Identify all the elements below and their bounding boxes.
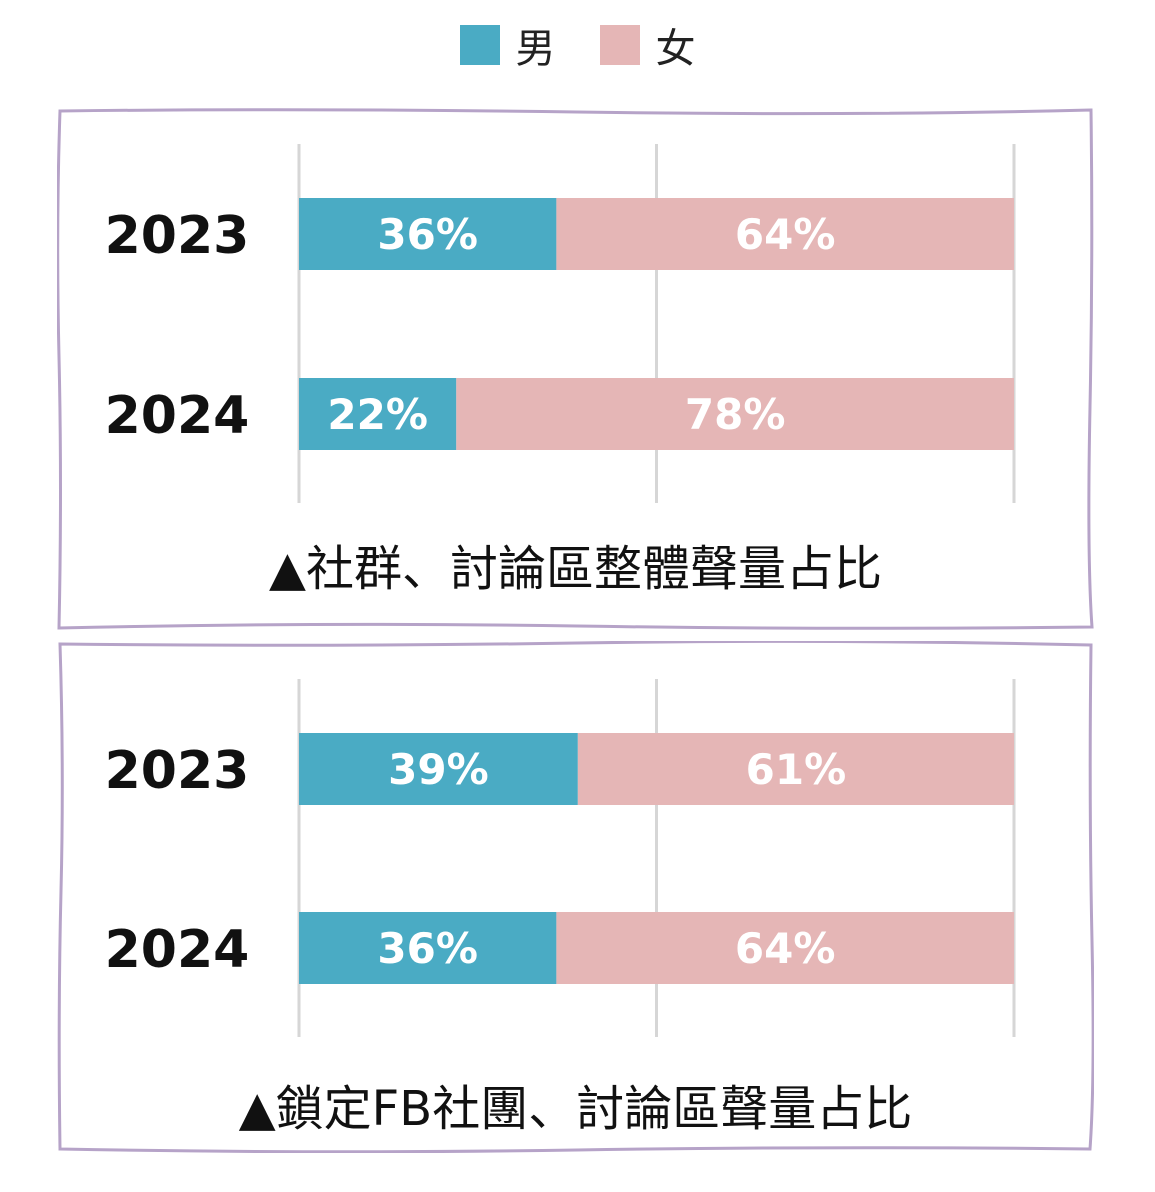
data-label: 78%	[685, 390, 786, 439]
legend-label-male: 男	[515, 26, 556, 72]
bar-chart-fb: 2023 39% 61% 2024 36% 64%	[105, 679, 1016, 1037]
data-label: 22%	[327, 390, 428, 439]
bar-segment-male	[299, 912, 557, 984]
legend-label-female: 女	[655, 26, 696, 72]
legend-item-male: 男	[459, 16, 556, 74]
bar-segment-female	[577, 733, 1014, 805]
panel-frame	[57, 108, 1094, 630]
data-label: 36%	[377, 210, 478, 259]
data-label: 64%	[735, 210, 836, 259]
bar-chart-overall: 2023 36% 64% 2024 22% 78%	[105, 144, 1016, 503]
bar-segment-female	[556, 912, 1014, 984]
bar-segment-male	[299, 733, 578, 805]
legend-item-female: 女	[599, 16, 696, 74]
legend-swatch-female	[599, 25, 640, 65]
data-label: 64%	[735, 924, 836, 973]
category-label: 2023	[105, 206, 250, 266]
chart-panel-overall: 2023 36% 64% 2024 22% 78% ▲社群、討論區整體聲量占比	[57, 107, 1094, 632]
legend: 男 女	[0, 20, 1155, 72]
category-label: 2023	[105, 741, 250, 801]
category-label: 2024	[105, 920, 250, 980]
bar-segment-female	[556, 198, 1014, 270]
bar-segment-male	[299, 378, 457, 450]
data-label: 61%	[746, 745, 847, 794]
bar-segment-male	[299, 198, 557, 270]
data-label: 36%	[377, 924, 478, 973]
panel-frame	[57, 641, 1094, 1153]
legend-swatch-male	[459, 25, 500, 65]
category-label: 2024	[105, 386, 250, 446]
data-label: 39%	[388, 745, 489, 794]
bar-segment-female	[456, 378, 1014, 450]
chart-caption: ▲鎖定FB社團、討論區聲量占比	[238, 1081, 913, 1137]
chart-panel-fb: 2023 39% 61% 2024 36% 64% ▲鎖定FB社團、討論區聲量占比	[57, 641, 1094, 1153]
chart-caption: ▲社群、討論區整體聲量占比	[269, 541, 882, 597]
